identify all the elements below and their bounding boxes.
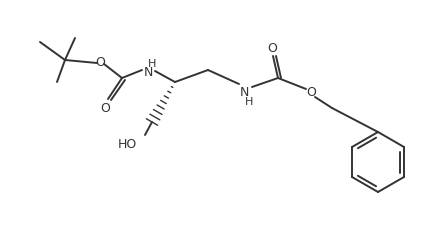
Text: O: O <box>95 57 105 69</box>
Text: N: N <box>239 86 249 99</box>
Text: O: O <box>267 42 277 55</box>
Text: O: O <box>100 101 110 114</box>
Text: N: N <box>143 67 153 79</box>
Text: H: H <box>245 97 253 107</box>
Text: H: H <box>148 59 156 69</box>
Text: HO: HO <box>117 138 137 151</box>
Text: O: O <box>306 86 316 99</box>
